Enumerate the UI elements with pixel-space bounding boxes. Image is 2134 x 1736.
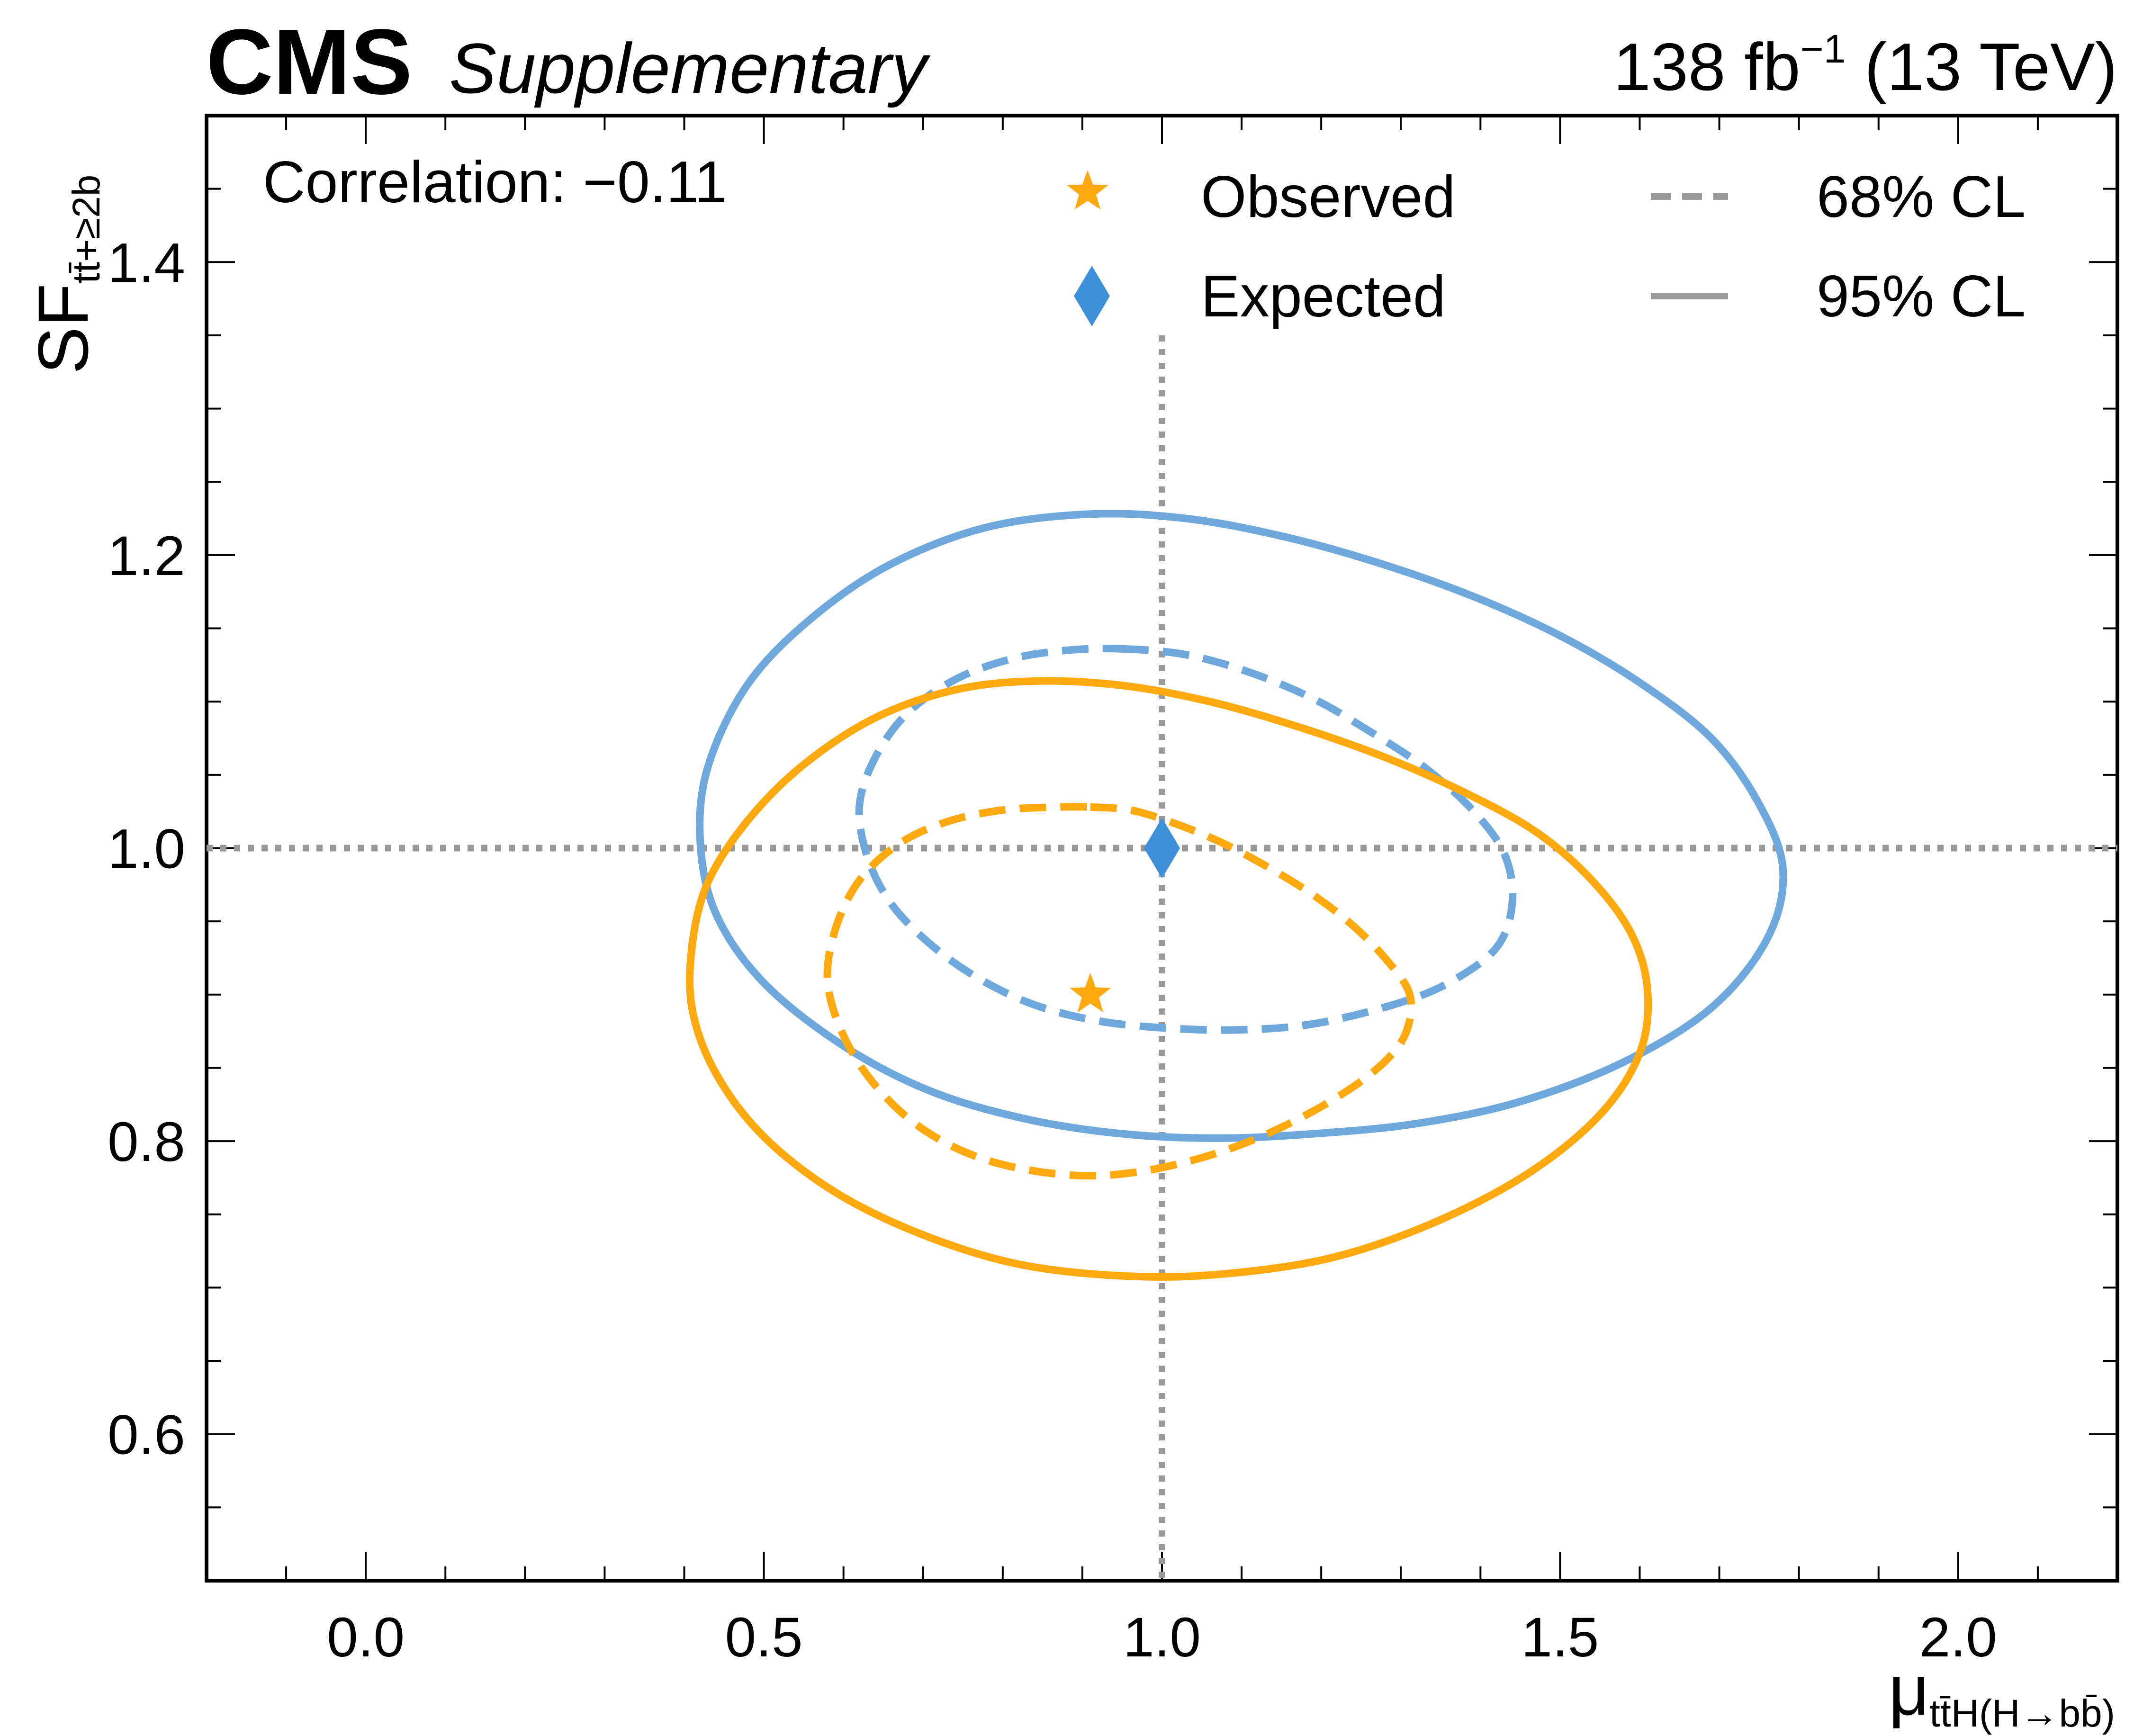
status-label: Supplementary — [449, 28, 931, 108]
observed-68cl-contour — [823, 803, 1415, 1180]
x-axis-title: μtt̄H(H→bb̄) — [1889, 1650, 2115, 1735]
tick-labels: 0.0 0.5 1.0 1.5 2.0 0.6 0.8 1.0 1.2 1.4 — [108, 232, 1997, 1669]
legend-95cl-label: 95% CL — [1817, 264, 2026, 329]
expected-95cl-contour — [696, 510, 1787, 1142]
luminosity-label: 138 fb−1 (13 TeV) — [1613, 27, 2117, 105]
legend-expected-diamond-icon — [1074, 266, 1110, 326]
lumi-value: 138 fb — [1613, 29, 1801, 105]
x-axis-title-sub: tt̄H(H→bb̄) — [1929, 1692, 2115, 1735]
x-tick-label: 1.5 — [1521, 1606, 1599, 1669]
legend: Observed Expected 68% CL 95% CL — [1067, 164, 2026, 329]
axis-ticks — [207, 116, 2117, 1581]
y-axis-title-sub: tt̄+≥2b — [65, 175, 108, 284]
legend-observed-star-icon — [1067, 170, 1108, 210]
contours — [686, 510, 1787, 1281]
expected-68cl-contour — [855, 645, 1517, 1034]
experiment-label: CMS — [206, 10, 413, 114]
observed-best-fit-star — [1069, 972, 1111, 1013]
energy-label: (13 TeV) — [1846, 29, 2117, 105]
y-tick-label: 1.2 — [108, 525, 185, 587]
expected-best-fit-diamond — [1144, 818, 1180, 879]
best-fit-points — [1069, 818, 1180, 1013]
legend-expected-label: Expected — [1201, 264, 1446, 329]
y-axis-title-main: SF — [23, 283, 103, 374]
legend-68cl-label: 68% CL — [1817, 164, 2026, 230]
observed-95cl-contour — [686, 677, 1652, 1281]
x-tick-label: 1.0 — [1123, 1606, 1201, 1669]
x-axis-title-main: μ — [1889, 1650, 1929, 1730]
y-tick-label: 0.6 — [108, 1404, 185, 1466]
x-tick-label: 2.0 — [1919, 1606, 1997, 1669]
y-tick-label: 0.8 — [108, 1111, 185, 1173]
reference-lines — [207, 335, 2117, 1581]
y-tick-label: 1.4 — [108, 232, 185, 294]
lumi-exponent: −1 — [1801, 27, 1846, 71]
correlation-annotation: Correlation: −0.11 — [263, 150, 727, 215]
x-tick-label: 0.0 — [327, 1606, 405, 1669]
y-tick-label: 1.0 — [108, 818, 185, 881]
legend-observed-label: Observed — [1201, 164, 1456, 230]
x-tick-label: 0.5 — [725, 1606, 803, 1669]
y-axis-title: SFtt̄+≥2b — [23, 175, 108, 374]
